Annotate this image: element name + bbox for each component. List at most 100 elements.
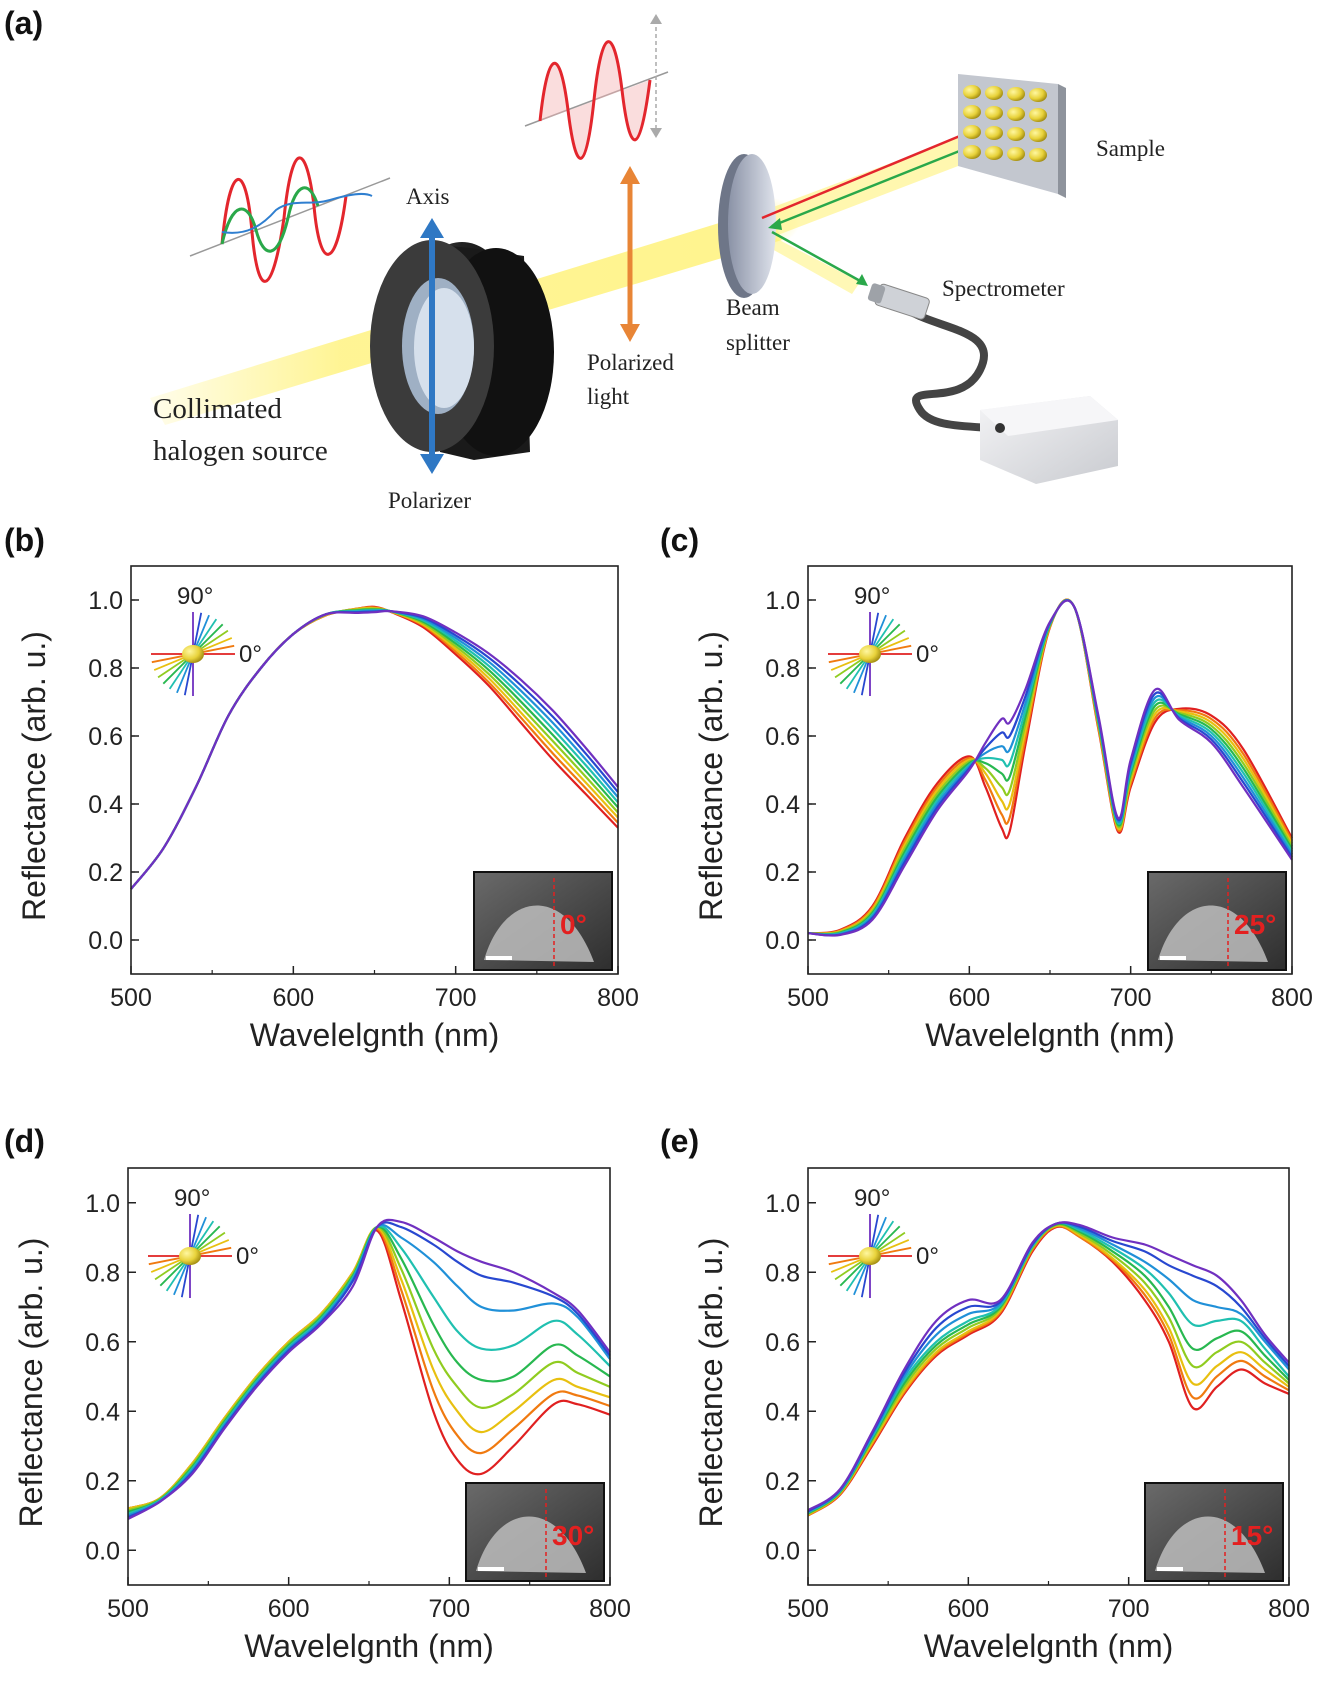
y-tick-label: 1.0 — [85, 1190, 120, 1218]
nanoparticle-icon — [963, 85, 981, 99]
y-tick-label: 0.4 — [85, 1398, 120, 1426]
nanoparticle-icon — [859, 1247, 881, 1265]
y-tick-label: 0.0 — [85, 1537, 120, 1565]
sem-angle-label: 30° — [552, 1520, 594, 1551]
nanoparticle-icon — [1029, 108, 1047, 122]
polarized-wave — [524, 14, 669, 160]
beam-splitter-label-line1: Beam — [726, 295, 780, 320]
x-tick-label: 600 — [947, 1595, 989, 1623]
sem-image-inset: 15° — [1144, 1482, 1284, 1582]
y-axis-label: Reflectance (arb. u.) — [13, 1238, 49, 1528]
y-tick-label: 0.4 — [765, 791, 800, 819]
source-label-line1: Collimated — [153, 393, 282, 425]
y-tick-label: 0.8 — [765, 1259, 800, 1287]
sem-angle-label: 15° — [1231, 1520, 1273, 1551]
y-tick-label: 0.2 — [765, 859, 800, 887]
y-axis-label: Reflectance (arb. u.) — [16, 631, 52, 921]
polarized-light-arrow — [620, 166, 640, 342]
panel-label-b: (b) — [4, 522, 45, 558]
beam-ray-arrows — [761, 124, 993, 286]
nanoparticle-icon — [985, 146, 1003, 160]
spectrometer-label: Spectrometer — [942, 276, 1065, 301]
y-axis-label: Reflectance (arb. u.) — [693, 1238, 729, 1528]
source-label-line2: halogen source — [153, 435, 328, 467]
y-tick-label: 1.0 — [88, 587, 123, 615]
sem-angle-label: 0° — [560, 909, 587, 940]
y-tick-label: 0.4 — [765, 1398, 800, 1426]
y-tick-label: 0.0 — [765, 1537, 800, 1565]
series-line-9 — [807, 599, 1293, 937]
y-tick-label: 0.2 — [85, 1468, 120, 1496]
y-tick-label: 0.6 — [88, 723, 123, 751]
fan-label-90: 90° — [854, 1185, 890, 1212]
nanoparticle-icon — [182, 645, 204, 663]
chart-panel-d: 0.0 0.2 0.4 0.6 0.8 1.0 500 600 700 800 Wavelelgnt… — [13, 1167, 631, 1664]
schematic-panel: (a) Axis Polarizer Collimated halogen — [4, 5, 1165, 513]
x-axis-label: Wavelelgnth (nm) — [250, 1017, 500, 1053]
nanoparticle-icon — [985, 106, 1003, 120]
axis-label: Axis — [406, 184, 450, 209]
nanoparticle-icon — [1007, 107, 1025, 121]
x-tick-label: 700 — [428, 1595, 470, 1623]
nanoparticle-icon — [963, 145, 981, 159]
x-tick-label: 700 — [1110, 984, 1152, 1012]
sem-image-inset: 25° — [1147, 871, 1287, 971]
sem-image-inset: 0° — [473, 871, 613, 971]
x-tick-label: 800 — [1268, 1595, 1310, 1623]
y-tick-label: 0.6 — [765, 1329, 800, 1357]
series-line-9 — [130, 609, 619, 890]
fan-label-0: 0° — [916, 641, 939, 668]
nanoparticle-icon — [1007, 127, 1025, 141]
unpolarized-wave — [189, 156, 391, 283]
nanoparticle-icon — [179, 1247, 201, 1265]
x-tick-label: 800 — [589, 1595, 631, 1623]
polarization-angle-fan: 90° 0° — [828, 583, 939, 696]
nanoparticle-icon — [985, 86, 1003, 100]
fan-label-0: 0° — [916, 1243, 939, 1270]
y-tick-label: 0.0 — [765, 927, 800, 955]
y-tick-label: 0.8 — [765, 655, 800, 683]
polarized-label-line1: Polarized — [587, 350, 674, 375]
x-tick-label: 500 — [107, 1595, 149, 1623]
y-tick-label: 1.0 — [765, 1190, 800, 1218]
panel-label-e: (e) — [660, 1123, 699, 1159]
series-line-9 — [807, 1221, 1290, 1512]
y-tick-label: 0.8 — [85, 1259, 120, 1287]
fan-label-90: 90° — [174, 1185, 210, 1212]
x-tick-label: 500 — [787, 984, 829, 1012]
polarizer-ring — [370, 240, 554, 460]
nanoparticle-icon — [963, 125, 981, 139]
fan-label-0: 0° — [236, 1243, 259, 1270]
x-tick-label: 600 — [272, 984, 314, 1012]
y-tick-label: 0.8 — [88, 655, 123, 683]
beam-splitter-label-line2: splitter — [726, 330, 790, 355]
sample-plate — [958, 74, 1066, 198]
x-tick-label: 800 — [597, 984, 639, 1012]
sem-image-inset: 30° — [465, 1482, 605, 1582]
y-tick-label: 0.6 — [765, 723, 800, 751]
sem-angle-label: 25° — [1234, 909, 1276, 940]
panel-label-a: (a) — [4, 5, 43, 41]
series-line-9 — [127, 1218, 611, 1520]
fan-label-90: 90° — [854, 583, 890, 610]
chart-panel-c: 0.0 0.2 0.4 0.6 0.8 1.0 500 600 700 800 Wavelelgnt… — [693, 565, 1313, 1053]
nanoparticle-icon — [1007, 87, 1025, 101]
polarizer-label: Polarizer — [388, 488, 471, 513]
panel-label-d: (d) — [4, 1123, 45, 1159]
panel-label-c: (c) — [660, 522, 699, 558]
x-tick-label: 600 — [948, 984, 990, 1012]
x-tick-label: 700 — [435, 984, 477, 1012]
x-tick-label: 500 — [110, 984, 152, 1012]
x-axis-label: Wavelelgnth (nm) — [924, 1628, 1174, 1664]
sample-label: Sample — [1096, 136, 1165, 161]
x-axis-label: Wavelelgnth (nm) — [244, 1628, 494, 1664]
nanoparticle-icon — [963, 105, 981, 119]
x-axis-label: Wavelelgnth (nm) — [925, 1017, 1175, 1053]
polarization-angle-fan: 90° 0° — [828, 1185, 939, 1298]
nanoparticle-icon — [985, 126, 1003, 140]
fan-label-90: 90° — [177, 583, 213, 610]
polarized-label-line2: light — [587, 384, 630, 409]
x-tick-label: 500 — [787, 1595, 829, 1623]
y-tick-label: 0.2 — [765, 1468, 800, 1496]
